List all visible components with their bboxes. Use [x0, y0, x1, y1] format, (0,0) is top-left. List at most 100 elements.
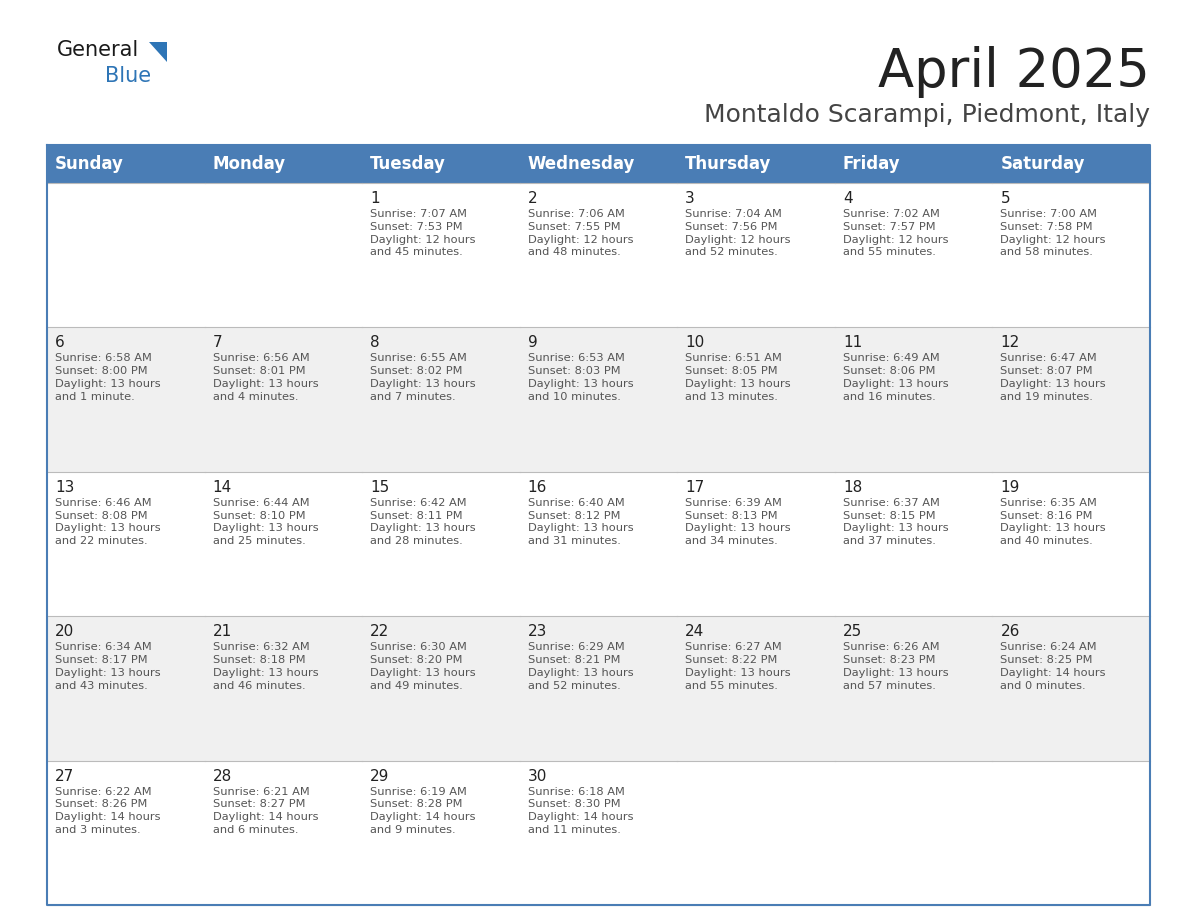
Text: Sunrise: 7:07 AM
Sunset: 7:53 PM
Daylight: 12 hours
and 45 minutes.: Sunrise: 7:07 AM Sunset: 7:53 PM Dayligh…: [371, 209, 475, 257]
Text: 18: 18: [842, 480, 862, 495]
Text: Blue: Blue: [105, 66, 151, 86]
Text: Saturday: Saturday: [1000, 155, 1085, 173]
Text: Sunrise: 6:27 AM
Sunset: 8:22 PM
Daylight: 13 hours
and 55 minutes.: Sunrise: 6:27 AM Sunset: 8:22 PM Dayligh…: [685, 643, 791, 690]
Polygon shape: [148, 42, 168, 62]
Bar: [992, 472, 1150, 616]
Text: Montaldo Scarampi, Piedmont, Italy: Montaldo Scarampi, Piedmont, Italy: [704, 103, 1150, 127]
Text: Sunrise: 7:04 AM
Sunset: 7:56 PM
Daylight: 12 hours
and 52 minutes.: Sunrise: 7:04 AM Sunset: 7:56 PM Dayligh…: [685, 209, 791, 257]
Text: Sunrise: 6:40 AM
Sunset: 8:12 PM
Daylight: 13 hours
and 31 minutes.: Sunrise: 6:40 AM Sunset: 8:12 PM Dayligh…: [527, 498, 633, 546]
Bar: [204, 616, 362, 761]
Text: General: General: [57, 40, 139, 60]
Bar: [48, 183, 204, 328]
Bar: [48, 472, 204, 616]
Text: 17: 17: [685, 480, 704, 495]
Text: Monday: Monday: [213, 155, 285, 173]
Bar: [992, 616, 1150, 761]
Bar: [204, 328, 362, 472]
Bar: [362, 472, 519, 616]
Text: Thursday: Thursday: [685, 155, 772, 173]
Bar: [835, 145, 992, 183]
Text: Sunrise: 6:46 AM
Sunset: 8:08 PM
Daylight: 13 hours
and 22 minutes.: Sunrise: 6:46 AM Sunset: 8:08 PM Dayligh…: [55, 498, 160, 546]
Text: 27: 27: [55, 768, 74, 784]
Text: 12: 12: [1000, 335, 1019, 351]
Text: Sunrise: 6:34 AM
Sunset: 8:17 PM
Daylight: 13 hours
and 43 minutes.: Sunrise: 6:34 AM Sunset: 8:17 PM Dayligh…: [55, 643, 160, 690]
Bar: [677, 472, 835, 616]
Text: Sunrise: 6:39 AM
Sunset: 8:13 PM
Daylight: 13 hours
and 34 minutes.: Sunrise: 6:39 AM Sunset: 8:13 PM Dayligh…: [685, 498, 791, 546]
Bar: [519, 472, 677, 616]
Text: Sunrise: 6:49 AM
Sunset: 8:06 PM
Daylight: 13 hours
and 16 minutes.: Sunrise: 6:49 AM Sunset: 8:06 PM Dayligh…: [842, 353, 948, 402]
Bar: [992, 761, 1150, 905]
Text: Wednesday: Wednesday: [527, 155, 636, 173]
Bar: [992, 145, 1150, 183]
Bar: [519, 145, 677, 183]
Text: Sunday: Sunday: [55, 155, 124, 173]
Text: Sunrise: 6:56 AM
Sunset: 8:01 PM
Daylight: 13 hours
and 4 minutes.: Sunrise: 6:56 AM Sunset: 8:01 PM Dayligh…: [213, 353, 318, 402]
Text: 11: 11: [842, 335, 862, 351]
Text: Sunrise: 6:47 AM
Sunset: 8:07 PM
Daylight: 13 hours
and 19 minutes.: Sunrise: 6:47 AM Sunset: 8:07 PM Dayligh…: [1000, 353, 1106, 402]
Bar: [835, 328, 992, 472]
Bar: [677, 616, 835, 761]
Bar: [48, 145, 204, 183]
Text: 1: 1: [371, 191, 380, 206]
Bar: [204, 183, 362, 328]
Bar: [835, 472, 992, 616]
Text: Sunrise: 6:24 AM
Sunset: 8:25 PM
Daylight: 14 hours
and 0 minutes.: Sunrise: 6:24 AM Sunset: 8:25 PM Dayligh…: [1000, 643, 1106, 690]
Text: Sunrise: 7:06 AM
Sunset: 7:55 PM
Daylight: 12 hours
and 48 minutes.: Sunrise: 7:06 AM Sunset: 7:55 PM Dayligh…: [527, 209, 633, 257]
Text: 4: 4: [842, 191, 853, 206]
Bar: [519, 761, 677, 905]
Bar: [677, 328, 835, 472]
Text: Sunrise: 7:00 AM
Sunset: 7:58 PM
Daylight: 12 hours
and 58 minutes.: Sunrise: 7:00 AM Sunset: 7:58 PM Dayligh…: [1000, 209, 1106, 257]
Text: Sunrise: 6:30 AM
Sunset: 8:20 PM
Daylight: 13 hours
and 49 minutes.: Sunrise: 6:30 AM Sunset: 8:20 PM Dayligh…: [371, 643, 475, 690]
Text: 3: 3: [685, 191, 695, 206]
Text: 29: 29: [371, 768, 390, 784]
Bar: [204, 761, 362, 905]
Text: 5: 5: [1000, 191, 1010, 206]
Text: 7: 7: [213, 335, 222, 351]
Bar: [362, 183, 519, 328]
Text: Tuesday: Tuesday: [371, 155, 446, 173]
Text: 26: 26: [1000, 624, 1019, 639]
Text: Sunrise: 7:02 AM
Sunset: 7:57 PM
Daylight: 12 hours
and 55 minutes.: Sunrise: 7:02 AM Sunset: 7:57 PM Dayligh…: [842, 209, 948, 257]
Bar: [204, 472, 362, 616]
Text: Sunrise: 6:37 AM
Sunset: 8:15 PM
Daylight: 13 hours
and 37 minutes.: Sunrise: 6:37 AM Sunset: 8:15 PM Dayligh…: [842, 498, 948, 546]
Text: 8: 8: [371, 335, 380, 351]
Text: 10: 10: [685, 335, 704, 351]
Bar: [835, 616, 992, 761]
Text: 6: 6: [55, 335, 65, 351]
Bar: [677, 761, 835, 905]
Bar: [677, 145, 835, 183]
Text: Sunrise: 6:29 AM
Sunset: 8:21 PM
Daylight: 13 hours
and 52 minutes.: Sunrise: 6:29 AM Sunset: 8:21 PM Dayligh…: [527, 643, 633, 690]
Text: 22: 22: [371, 624, 390, 639]
Bar: [48, 328, 204, 472]
Bar: [362, 328, 519, 472]
Text: Sunrise: 6:51 AM
Sunset: 8:05 PM
Daylight: 13 hours
and 13 minutes.: Sunrise: 6:51 AM Sunset: 8:05 PM Dayligh…: [685, 353, 791, 402]
Text: 21: 21: [213, 624, 232, 639]
Bar: [677, 183, 835, 328]
Text: Sunrise: 6:22 AM
Sunset: 8:26 PM
Daylight: 14 hours
and 3 minutes.: Sunrise: 6:22 AM Sunset: 8:26 PM Dayligh…: [55, 787, 160, 835]
Text: Sunrise: 6:42 AM
Sunset: 8:11 PM
Daylight: 13 hours
and 28 minutes.: Sunrise: 6:42 AM Sunset: 8:11 PM Dayligh…: [371, 498, 475, 546]
Text: Sunrise: 6:19 AM
Sunset: 8:28 PM
Daylight: 14 hours
and 9 minutes.: Sunrise: 6:19 AM Sunset: 8:28 PM Dayligh…: [371, 787, 475, 835]
Text: 23: 23: [527, 624, 548, 639]
Bar: [519, 183, 677, 328]
Text: 13: 13: [55, 480, 75, 495]
Text: Sunrise: 6:21 AM
Sunset: 8:27 PM
Daylight: 14 hours
and 6 minutes.: Sunrise: 6:21 AM Sunset: 8:27 PM Dayligh…: [213, 787, 318, 835]
Bar: [519, 616, 677, 761]
Bar: [992, 183, 1150, 328]
Text: 30: 30: [527, 768, 548, 784]
Text: Sunrise: 6:35 AM
Sunset: 8:16 PM
Daylight: 13 hours
and 40 minutes.: Sunrise: 6:35 AM Sunset: 8:16 PM Dayligh…: [1000, 498, 1106, 546]
Text: 16: 16: [527, 480, 548, 495]
Text: Sunrise: 6:32 AM
Sunset: 8:18 PM
Daylight: 13 hours
and 46 minutes.: Sunrise: 6:32 AM Sunset: 8:18 PM Dayligh…: [213, 643, 318, 690]
Text: 28: 28: [213, 768, 232, 784]
Bar: [362, 616, 519, 761]
Text: Sunrise: 6:26 AM
Sunset: 8:23 PM
Daylight: 13 hours
and 57 minutes.: Sunrise: 6:26 AM Sunset: 8:23 PM Dayligh…: [842, 643, 948, 690]
Text: 20: 20: [55, 624, 74, 639]
Text: Sunrise: 6:58 AM
Sunset: 8:00 PM
Daylight: 13 hours
and 1 minute.: Sunrise: 6:58 AM Sunset: 8:00 PM Dayligh…: [55, 353, 160, 402]
Bar: [835, 183, 992, 328]
Text: Sunrise: 6:18 AM
Sunset: 8:30 PM
Daylight: 14 hours
and 11 minutes.: Sunrise: 6:18 AM Sunset: 8:30 PM Dayligh…: [527, 787, 633, 835]
Text: Friday: Friday: [842, 155, 901, 173]
Text: 25: 25: [842, 624, 862, 639]
Text: 15: 15: [371, 480, 390, 495]
Bar: [992, 328, 1150, 472]
Bar: [204, 145, 362, 183]
Text: 19: 19: [1000, 480, 1019, 495]
